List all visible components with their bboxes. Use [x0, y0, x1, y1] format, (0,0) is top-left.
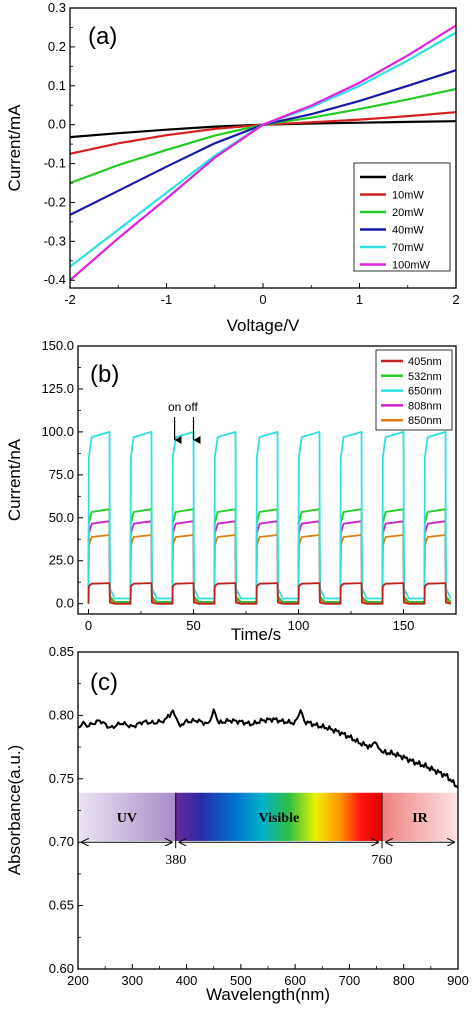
x-tick-label: 50 — [186, 618, 200, 633]
panel-a-legend-box — [353, 162, 451, 272]
panel-b-label: (b) — [90, 361, 119, 388]
panel-c-x-axis-label: Wavelength(nm) — [206, 985, 330, 1004]
photoresponse-curve — [87, 534, 452, 605]
spectrum-band — [78, 792, 176, 841]
y-tick-label: 0.3 — [48, 0, 66, 15]
x-tick-label: 2 — [452, 292, 459, 307]
iv-curve — [69, 24, 457, 282]
legend-entry: 532nm — [408, 371, 442, 383]
photoresponse-curve — [87, 520, 452, 603]
legend-entry: 808nm — [408, 400, 442, 412]
panel-a-axes: -2 -1 0 1 2 -0.4 -0.3 -0.2 -0.1 0.0 0.1 0.2 0.3 — [44, 0, 460, 307]
y-tick-label: 0.60 — [49, 961, 74, 976]
x-tick-label: 150 — [393, 618, 415, 633]
legend-entry: dark — [392, 172, 414, 184]
spectrum-band-label: IR — [412, 811, 428, 826]
x-tick-label: -2 — [64, 292, 76, 307]
y-tick-label: -0.3 — [44, 233, 66, 248]
legend-entry: 10mW — [392, 190, 424, 202]
x-tick-label: 800 — [393, 973, 415, 988]
x-tick-label: 100 — [288, 618, 310, 633]
spectrum-marker-label: 760 — [372, 853, 393, 868]
legend-entry: 70mW — [392, 242, 424, 254]
spectrum-band-label: Visible — [258, 811, 299, 826]
x-tick-label: 0 — [259, 292, 266, 307]
panel-a-label: (a) — [88, 23, 117, 50]
x-tick-label: 1 — [356, 292, 363, 307]
legend-entry: 650nm — [408, 386, 442, 398]
y-tick-label: 150.0 — [41, 338, 74, 353]
panel-c-axes: 200 300 400 500 600 700 800 900 0.60 0.65 0.70 0.75… — [49, 644, 469, 988]
y-tick-label: 0.85 — [49, 644, 74, 659]
x-tick-label: 700 — [339, 973, 361, 988]
y-tick-label: 75.0 — [49, 467, 74, 482]
panel-b-annotation-arrows — [174, 417, 201, 444]
y-tick-label: 125.0 — [41, 381, 74, 396]
legend-entry: 40mW — [392, 225, 424, 237]
y-tick-label: -0.1 — [44, 156, 66, 171]
y-tick-label: 0.0 — [48, 117, 66, 132]
photoresponse-curve — [87, 508, 452, 603]
y-tick-label: 100.0 — [41, 424, 74, 439]
x-tick-label: 900 — [447, 973, 469, 988]
panel-b-frame — [77, 345, 457, 615]
x-tick-label: 0 — [85, 618, 92, 633]
y-tick-label: 0.80 — [49, 707, 74, 722]
panel-b-series-group — [87, 430, 452, 605]
y-tick-label: 0.2 — [48, 39, 66, 54]
legend-entry: 20mW — [392, 207, 424, 219]
panel-c-label: (c) — [90, 669, 118, 696]
legend-entry: 100mW — [392, 260, 431, 272]
x-tick-label: 200 — [67, 973, 89, 988]
x-tick-label: 400 — [176, 973, 198, 988]
x-tick-label: 600 — [284, 973, 306, 988]
y-tick-label: -0.2 — [44, 194, 66, 209]
y-tick-label: -0.4 — [44, 272, 66, 287]
panel-c-spectrum-bar: UV Visible IR 380 760 — [78, 792, 458, 868]
panel-c-series-group — [77, 708, 459, 789]
spectrum-band-label: UV — [117, 811, 137, 826]
photoresponse-curve — [87, 582, 452, 605]
panel-c-chart: UV Visible IR 380 760 200 300 400 500 600 700 800 9… — [5, 644, 469, 1004]
panel-a-x-axis-label: Voltage/V — [227, 316, 300, 335]
x-tick-label: -1 — [161, 292, 173, 307]
panel-b-annotation: on off — [168, 400, 198, 414]
panel-b-y-axis-label: Current/nA — [5, 438, 24, 521]
panel-b-chart: 0 50 100 1500.025.050.075.0100.0125.0150.0 … — [5, 338, 457, 644]
y-tick-label: 0.0 — [56, 596, 74, 611]
panel-c-y-axis-label: Absorbance(a.u.) — [5, 745, 24, 875]
x-tick-label: 300 — [121, 973, 143, 988]
spectrum-band — [382, 792, 458, 841]
panel-a-chart: -2 -1 0 1 2-0.4-0.3-0.2-0.10.00.10.20.3 (a) … — [5, 0, 460, 335]
panel-a-y-axis-label: Current/mA — [5, 104, 24, 192]
y-tick-label: 0.75 — [49, 771, 74, 786]
y-tick-label: 50.0 — [49, 510, 74, 525]
panel-b-x-axis-label: Time/s — [231, 625, 281, 644]
legend-entry: 405nm — [408, 356, 442, 368]
panel-a-legend: dark 10mW 20mW 40mW 70mW 100mW — [353, 162, 451, 272]
y-tick-label: 0.1 — [48, 78, 66, 93]
spectrum-band — [175, 792, 382, 841]
panel-b-legend: 405nm 532nm 650nm 808nm 850nm — [375, 349, 453, 431]
spectrum-marker-label: 380 — [165, 853, 186, 868]
y-tick-label: 25.0 — [49, 553, 74, 568]
legend-entry: 850nm — [408, 415, 442, 427]
y-tick-label: 0.65 — [49, 898, 74, 913]
absorbance-curve — [77, 708, 459, 789]
photoresponse-curve — [87, 430, 452, 600]
x-tick-label: 500 — [230, 973, 252, 988]
y-tick-label: 0.70 — [49, 834, 74, 849]
panel-a-series-group — [69, 24, 457, 282]
panel-b-axes: 0 50 100 150 0.0 25.0 50.0 75.0 100.0 125.0 150.0 — [41, 338, 414, 633]
